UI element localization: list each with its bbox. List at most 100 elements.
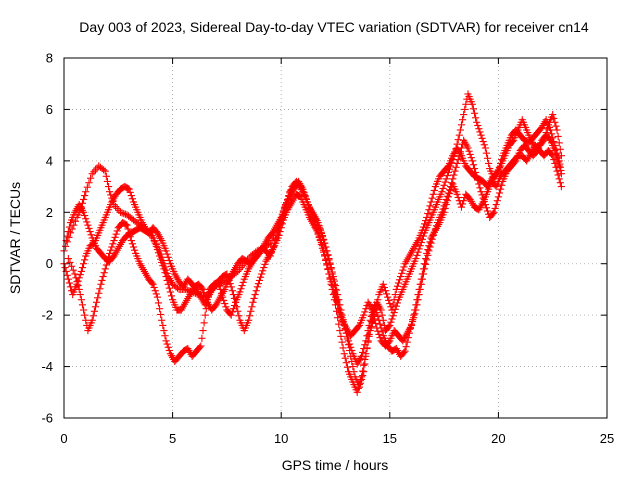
data-point [414, 248, 422, 256]
data-point [375, 316, 383, 324]
data-point [540, 136, 548, 144]
data-point [415, 245, 423, 253]
data-point [400, 263, 408, 271]
data-point [456, 126, 464, 134]
data-point [165, 284, 173, 292]
data-point [159, 262, 167, 270]
data-point [76, 290, 84, 299]
data-point [462, 100, 470, 108]
data-point [458, 116, 467, 124]
data-point [322, 243, 330, 251]
data-point [278, 212, 286, 220]
data-point [325, 256, 333, 264]
data-point [223, 270, 231, 278]
data-point [266, 252, 274, 260]
data-point [554, 171, 562, 179]
data-point [69, 266, 77, 274]
data-point [106, 249, 114, 258]
data-point [167, 292, 176, 300]
data-point [441, 204, 449, 213]
data-point [81, 256, 89, 264]
data-point [416, 280, 424, 288]
data-point [477, 188, 485, 196]
data-point [323, 247, 331, 255]
data-point [498, 181, 506, 189]
x-tick-label: 10 [274, 431, 288, 446]
data-point [546, 126, 555, 134]
data-point [249, 298, 257, 306]
data-point [391, 305, 399, 313]
data-point [365, 321, 373, 330]
data-point [256, 273, 265, 281]
data-point [336, 326, 344, 335]
data-point [441, 178, 449, 186]
data-point [548, 130, 556, 138]
data-point [280, 205, 289, 213]
data-point [160, 265, 168, 273]
series-track-3 [62, 110, 565, 396]
data-point [155, 305, 164, 313]
data-point [556, 179, 564, 187]
data-point [200, 319, 208, 327]
data-point [376, 320, 384, 328]
data-series [60, 90, 565, 396]
data-point [348, 346, 356, 355]
data-point [198, 334, 206, 342]
data-point [227, 283, 235, 291]
data-point [357, 373, 366, 381]
data-point [64, 254, 72, 263]
data-point [476, 128, 484, 136]
data-point [157, 310, 165, 319]
data-point [126, 233, 134, 241]
data-point [130, 246, 139, 254]
data-point [344, 337, 353, 345]
data-point [343, 333, 352, 341]
data-point [127, 191, 135, 200]
data-point [390, 296, 398, 304]
data-point [335, 320, 343, 328]
data-point [366, 316, 374, 324]
data-point [361, 341, 369, 349]
data-point [285, 192, 293, 200]
data-point [464, 144, 472, 152]
data-point [107, 191, 115, 199]
data-point [216, 285, 224, 294]
data-point [165, 256, 173, 265]
data-point [382, 290, 391, 298]
data-point [388, 315, 396, 323]
data-point [148, 279, 156, 287]
data-point [151, 287, 159, 295]
data-point [61, 263, 69, 272]
data-point [394, 279, 403, 287]
data-point [340, 321, 348, 330]
data-point [275, 224, 283, 232]
data-point [268, 245, 277, 254]
data-point [78, 263, 87, 272]
data-point [247, 307, 255, 315]
data-point [393, 282, 402, 290]
data-point [399, 266, 407, 274]
data-point [423, 213, 431, 222]
data-point [342, 359, 350, 367]
data-point [367, 312, 375, 321]
data-point [227, 311, 235, 319]
data-point [338, 338, 346, 346]
data-point [420, 220, 429, 228]
data-point [153, 245, 161, 254]
data-point [555, 162, 563, 170]
data-point [101, 265, 109, 273]
data-point [71, 270, 79, 278]
data-point [373, 308, 381, 317]
data-point [327, 265, 335, 273]
data-point [277, 216, 285, 224]
data-point [127, 236, 135, 245]
data-point [549, 152, 557, 160]
data-point [230, 301, 239, 310]
data-point [392, 302, 400, 310]
data-point [341, 325, 349, 333]
data-point [261, 260, 269, 268]
data-point [398, 269, 406, 277]
data-point [73, 278, 81, 286]
data-point [319, 235, 328, 243]
data-point [555, 175, 563, 183]
